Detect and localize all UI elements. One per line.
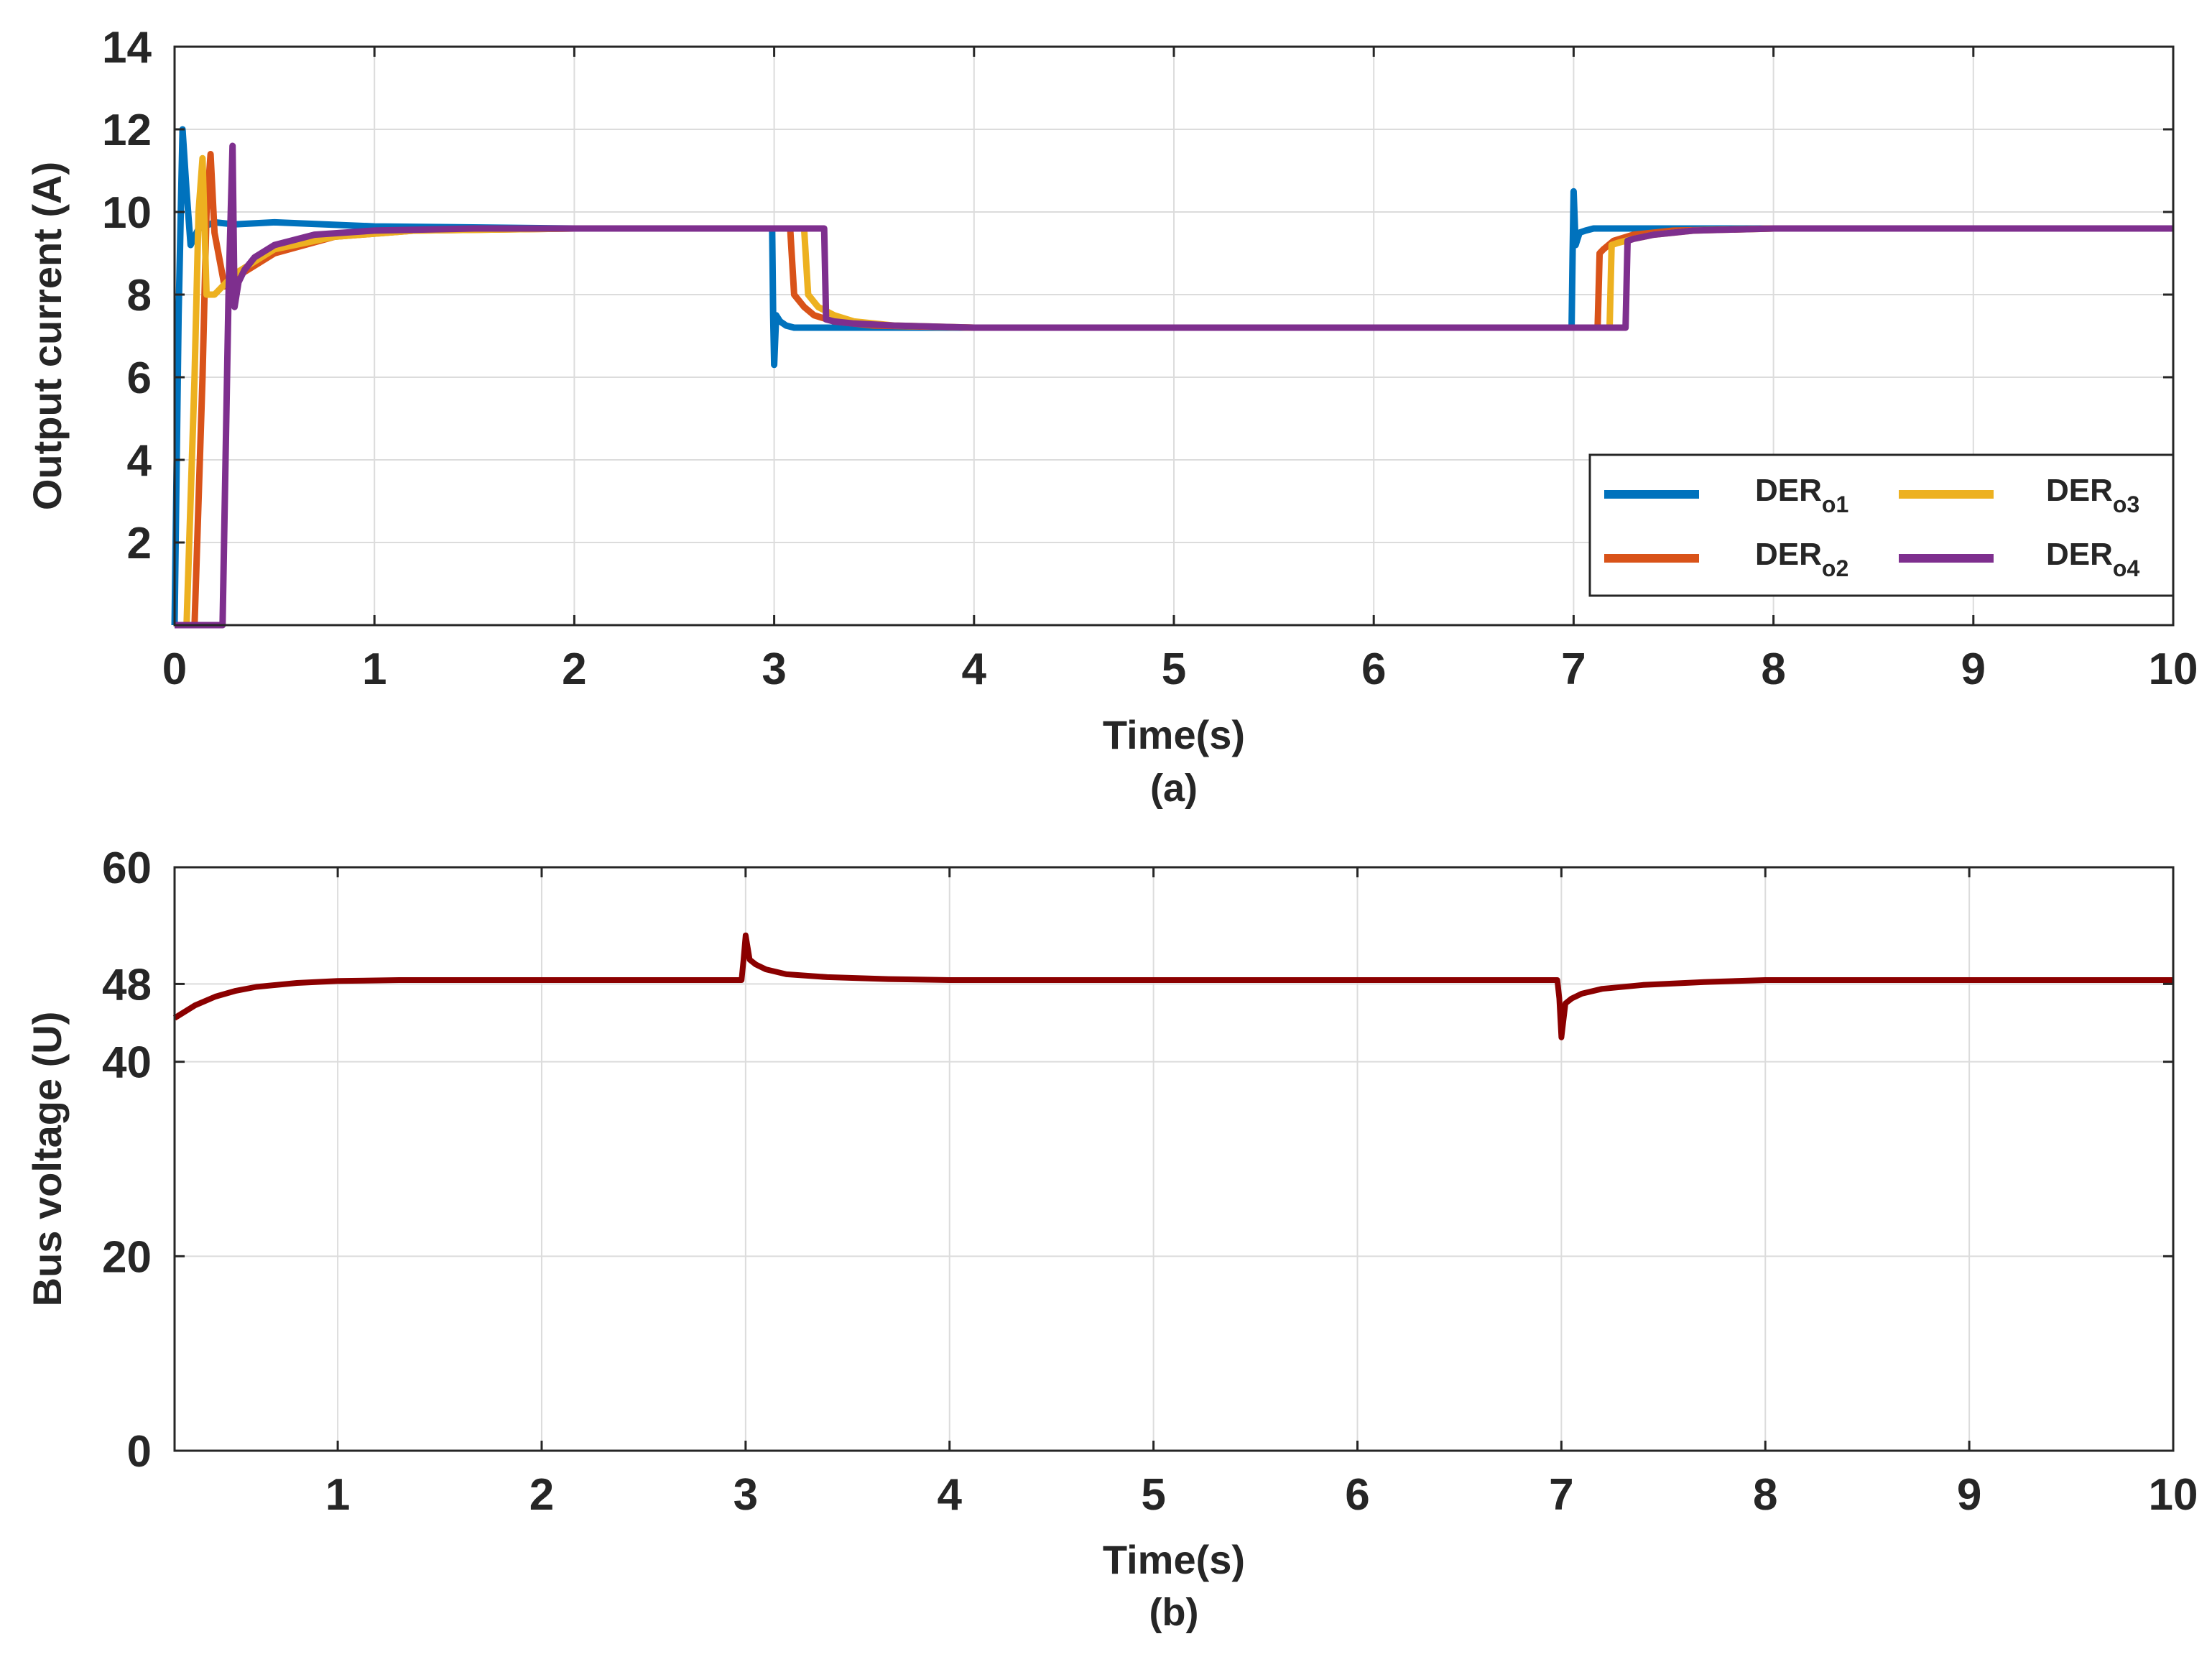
panel-b-y-axis-label: Bus voltage (U) xyxy=(24,1012,70,1307)
panel-b-x-tick-label: 10 xyxy=(2149,1470,2198,1520)
legend-label-der-o3: DERo3 xyxy=(2046,473,2139,517)
panel-a-x-axis-label: Time(s) xyxy=(1103,712,1245,757)
panel-a-x-tick-label: 8 xyxy=(1761,645,1785,694)
panel-b-x-tick-label: 1 xyxy=(325,1470,350,1520)
legend-label-der-o4-sub: o4 xyxy=(2113,555,2140,581)
legend-label-der-o3-sub: o3 xyxy=(2113,491,2139,517)
legend-entry-der-o1: DERo1 xyxy=(1604,473,1848,517)
legend-entry-der-o4: DERo4 xyxy=(1899,537,2139,581)
legend-label-der-o1-sub: o1 xyxy=(1822,491,1848,517)
panel-b-x-tick-label: 5 xyxy=(1141,1470,1165,1520)
legend-label-der-o4: DERo4 xyxy=(2046,537,2139,581)
panel-a-x-tick-label: 9 xyxy=(1961,645,1986,694)
panel-b-x-tick-label: 2 xyxy=(529,1470,554,1520)
panel-b-series xyxy=(172,932,2173,1040)
panel-b-y-tick-label: 40 xyxy=(102,1038,152,1088)
panel-b-y-tick-label: 20 xyxy=(102,1232,152,1282)
panel-a-x-tick-label: 3 xyxy=(762,645,786,694)
legend-label-der-o2-main: DER xyxy=(1755,537,1822,572)
legend-label-der-o1-main: DER xyxy=(1755,473,1822,508)
panel-a-x-tick-label: 7 xyxy=(1561,645,1586,694)
panel-a-y-axis-label: Output current (A) xyxy=(24,162,70,510)
panel-a-legend: DERo1 DERo3 DERo2 DERo4 xyxy=(1588,453,2175,597)
panel-b-x-axis-label: Time(s) xyxy=(1103,1537,1245,1582)
panel-b-y-tick-label: 0 xyxy=(127,1427,152,1477)
panel-b-x-tick-label: 4 xyxy=(937,1470,962,1520)
panel-a-y-tick-label: 2 xyxy=(127,519,152,568)
legend-label-der-o1: DERo1 xyxy=(1755,473,1848,517)
panel-a-y-tick-label: 10 xyxy=(102,188,152,238)
legend-label-der-o2: DERo2 xyxy=(1755,537,1848,581)
panel-b-y-tick-label: 48 xyxy=(102,960,152,1010)
panel-a-x-tick-label: 1 xyxy=(362,645,387,694)
panel-b-x-tick-label: 8 xyxy=(1753,1470,1777,1520)
legend-entry-der-o2: DERo2 xyxy=(1604,537,1848,581)
legend-label-der-o4-main: DER xyxy=(2046,537,2113,572)
legend-label-der-o3-main: DER xyxy=(2046,473,2113,508)
legend-label-der-o2-sub: o2 xyxy=(1822,555,1848,581)
panel-a-y-tick-label: 8 xyxy=(127,271,152,320)
panel-a-x-tick-label: 2 xyxy=(562,645,586,694)
panel-a-series xyxy=(171,126,2173,629)
panel-a-x-tick-label: 10 xyxy=(2149,645,2198,694)
panel-b-x-tick-label: 7 xyxy=(1549,1470,1573,1520)
panel-b-y-tick-label: 60 xyxy=(102,844,152,893)
panel-b-series-line-1 xyxy=(172,932,2173,1040)
panel-a-series-line-4 xyxy=(175,142,2173,629)
panel-a-y-tick-label: 4 xyxy=(127,436,152,486)
legend-entry-der-o3: DERo3 xyxy=(1899,473,2139,517)
panel-b-x-tick-label: 3 xyxy=(734,1470,758,1520)
panel-b-axes-frame xyxy=(173,866,2175,1452)
panel-a-caption: (a) xyxy=(1150,767,1198,810)
panel-a-y-tick-label: 12 xyxy=(102,106,152,155)
panel-a-x-tick-label: 0 xyxy=(162,645,187,694)
panel-a-y-tick-label: 6 xyxy=(127,354,152,403)
panel-b-ticks: 1 2 3 4 5 6 7 8 9 10 0 20 40 48 60 xyxy=(102,844,2198,1520)
panel-a-y-tick-label: 14 xyxy=(102,23,152,73)
panel-b-x-tick-label: 9 xyxy=(1957,1470,1981,1520)
legend-box xyxy=(1588,453,2175,597)
panel-b-grid xyxy=(175,867,2173,1451)
panel-a-x-tick-label: 6 xyxy=(1361,645,1386,694)
panel-b-x-tick-label: 6 xyxy=(1345,1470,1369,1520)
panel-b-caption: (b) xyxy=(1149,1591,1199,1634)
panel-b-bus-voltage: 1 2 3 4 5 6 7 8 9 10 0 20 40 48 60 Time(s) Bus voltage… xyxy=(24,844,2198,1634)
panel-a-x-tick-label: 5 xyxy=(1162,645,1186,694)
panel-a-x-tick-label: 4 xyxy=(962,645,987,694)
